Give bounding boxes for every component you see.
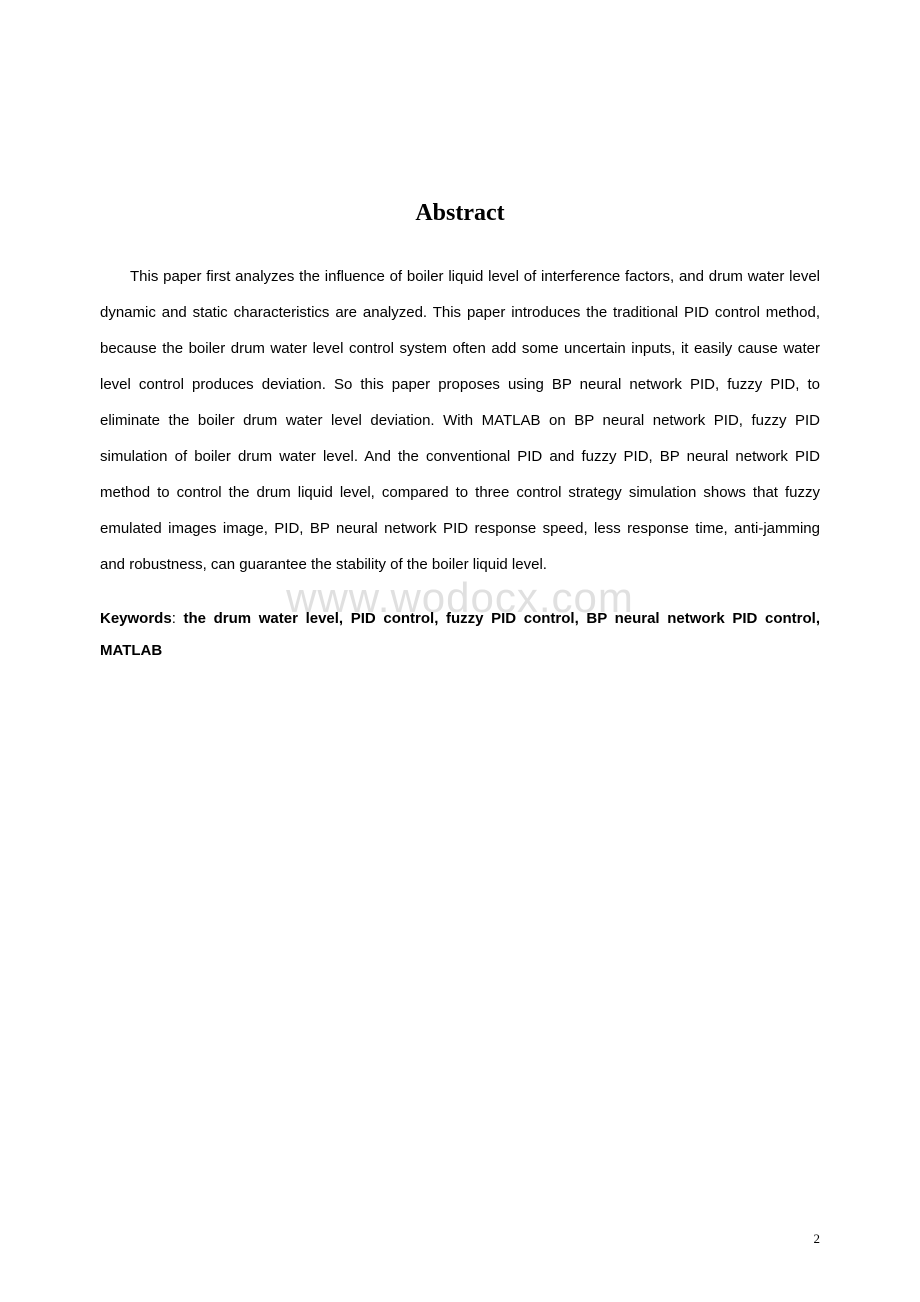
abstract-title: Abstract xyxy=(100,200,820,227)
keywords-section: Keywords: the drum water level, PID cont… xyxy=(100,603,820,666)
page-number: 2 xyxy=(814,1231,821,1247)
abstract-body-text: This paper first analyzes the influence … xyxy=(100,259,820,583)
keywords-text: the drum water level, PID control, fuzzy… xyxy=(100,610,820,659)
keywords-label: Keywords xyxy=(100,610,172,627)
keywords-separator: : xyxy=(172,610,184,627)
